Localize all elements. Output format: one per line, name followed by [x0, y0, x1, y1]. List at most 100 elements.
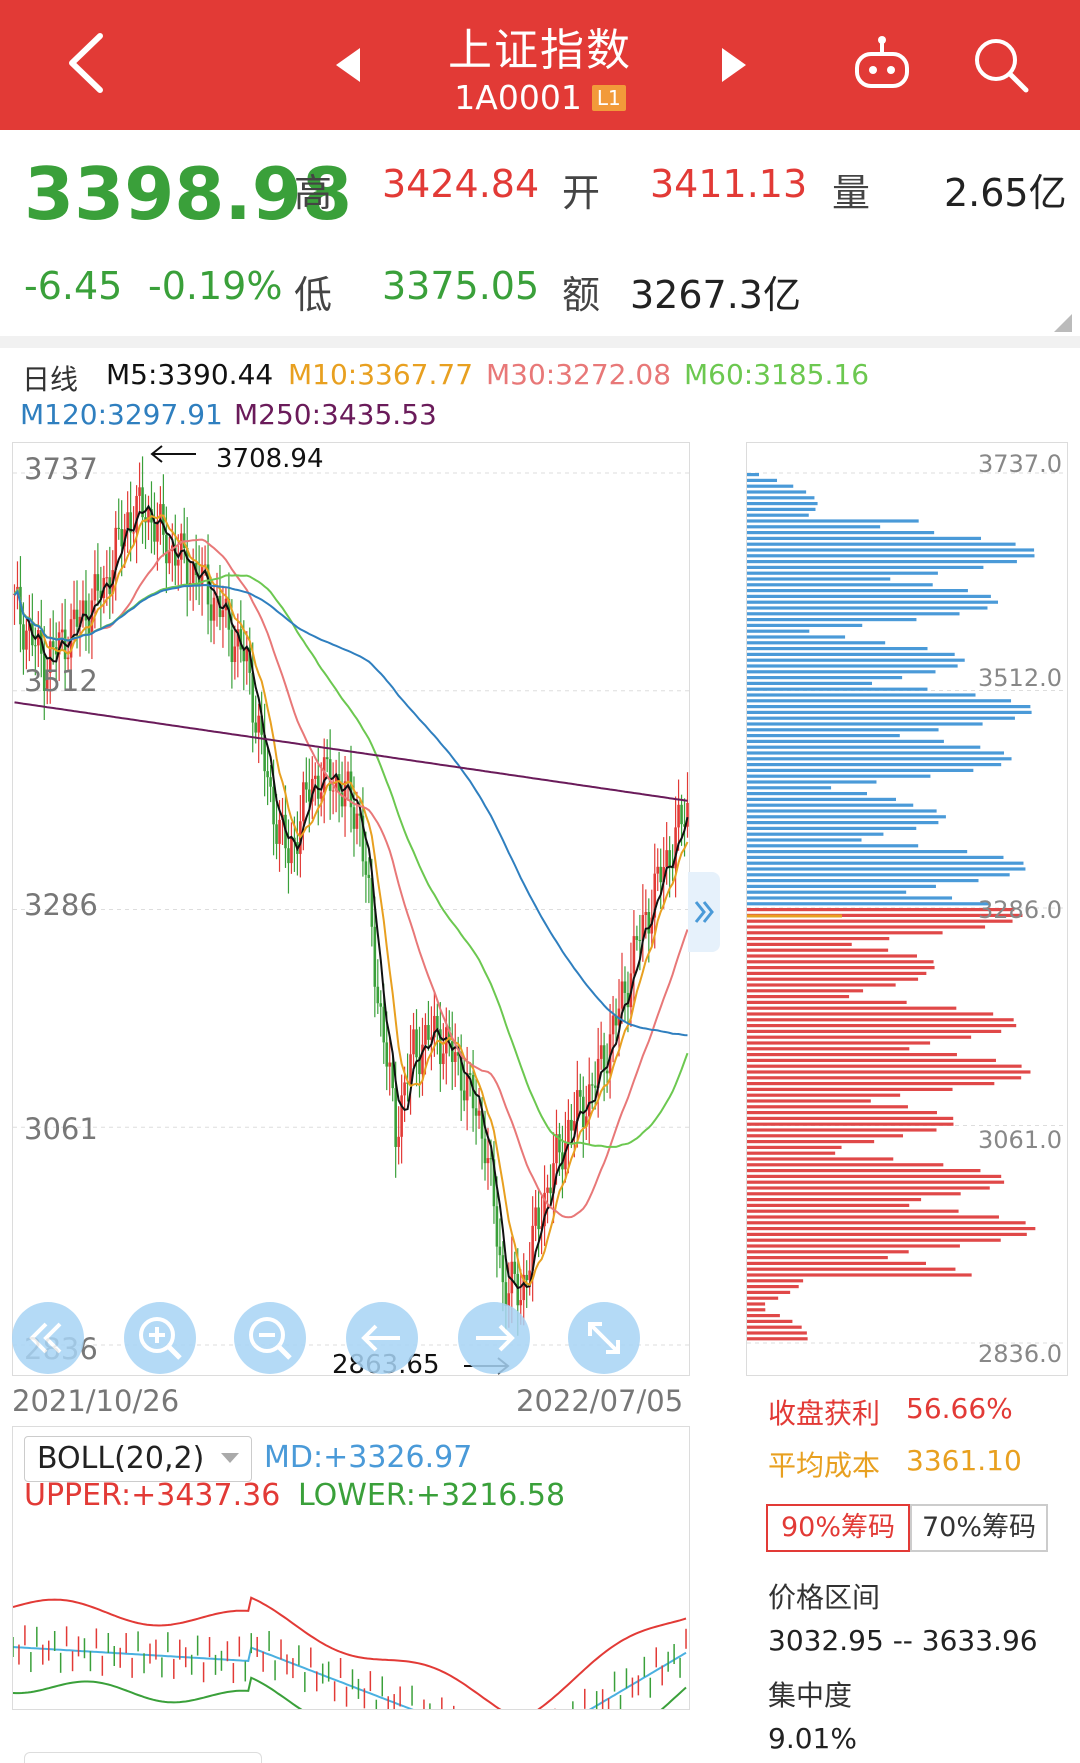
candle-body	[528, 1270, 531, 1281]
candle-body	[439, 1029, 442, 1065]
candle-body	[203, 564, 207, 566]
boll-lower-line	[13, 1676, 687, 1709]
chip-bar	[747, 989, 864, 993]
zoom-in-button[interactable]	[124, 1302, 196, 1374]
candle-body	[486, 1158, 490, 1164]
candle-body	[251, 672, 255, 723]
indicator-selector-label: BOLL(20,2)	[37, 1441, 205, 1476]
candle-body	[635, 936, 639, 940]
chip-bar	[747, 739, 944, 743]
chip-bar	[747, 844, 919, 848]
candle-body	[221, 610, 225, 617]
candle-body	[385, 1042, 389, 1067]
y-label-3737: 3737	[24, 452, 98, 486]
fullscreen-button[interactable]	[568, 1302, 640, 1374]
back-arrow-icon[interactable]	[64, 32, 108, 94]
kline-chart[interactable]	[12, 442, 690, 1376]
chip-bar	[747, 913, 1023, 917]
avg-cost-value: 3361.10	[906, 1444, 1022, 1477]
chip-bar	[747, 1006, 957, 1010]
candle-body	[647, 912, 651, 934]
chip-bar	[747, 931, 943, 935]
chip-bar	[747, 1331, 807, 1335]
chip-bar	[747, 1261, 926, 1265]
chip-bar	[747, 983, 896, 987]
candle-body	[349, 771, 353, 808]
boll-canvas	[13, 1596, 687, 1709]
tab-90-chips[interactable]: 90%筹码	[766, 1504, 910, 1552]
candle-body	[516, 1273, 520, 1306]
candle-body	[447, 1027, 451, 1042]
chip-bar	[747, 792, 867, 796]
candle-body	[537, 1207, 540, 1230]
candle-body	[117, 527, 121, 530]
candle-body	[611, 1015, 615, 1035]
concentration-label: 集中度	[768, 1679, 853, 1712]
high-annotation: 3708.94	[216, 444, 324, 474]
pan-left-button[interactable]	[346, 1302, 418, 1374]
chip-bar	[747, 890, 907, 894]
candle-body	[427, 1025, 430, 1040]
stock-code: 1A0001	[454, 78, 582, 117]
candle-body	[310, 778, 314, 802]
chip-bar	[747, 1238, 1001, 1242]
chip-bar	[747, 554, 1035, 558]
chip-bar	[747, 1111, 937, 1115]
candle-body	[483, 1138, 487, 1164]
candle-body	[168, 551, 171, 564]
open-label: 开	[562, 171, 601, 215]
y-label-3286: 3286	[24, 888, 98, 922]
ma10-line	[13, 514, 689, 1287]
chip-bar	[747, 681, 873, 685]
kline-canvas[interactable]	[13, 443, 689, 1375]
chip-bar	[747, 763, 1002, 767]
candle-body	[156, 521, 159, 542]
period-label[interactable]: 日线	[22, 363, 79, 396]
candle-body	[159, 504, 162, 522]
chip-bar	[747, 548, 1035, 552]
zoom-out-button[interactable]	[234, 1302, 306, 1374]
candle-body	[28, 623, 31, 631]
candle-body	[191, 563, 195, 583]
chip-label-3512: 3512.0	[978, 664, 1062, 692]
tab-70-chips[interactable]: 70%筹码	[910, 1504, 1048, 1552]
pan-right-button[interactable]	[458, 1302, 530, 1374]
next-arrow-icon[interactable]	[720, 48, 746, 82]
candle-body	[305, 782, 308, 790]
price-change-pct: -0.19%	[148, 264, 283, 308]
candle-body	[489, 1158, 493, 1160]
volume-label: 量	[832, 171, 871, 215]
candle-body	[248, 647, 252, 673]
candle-body	[659, 866, 663, 883]
candle-body	[290, 837, 293, 864]
chip-bar	[747, 710, 1032, 714]
corner-expand-icon[interactable]	[1054, 314, 1072, 332]
chip-bar	[747, 1169, 981, 1173]
candle-body	[319, 792, 323, 799]
chip-bar	[747, 629, 810, 633]
scroll-start-button[interactable]	[12, 1302, 84, 1374]
candle-body	[179, 533, 183, 560]
candle-body	[382, 1006, 386, 1043]
chip-bar	[747, 873, 1010, 877]
prev-arrow-icon[interactable]	[336, 48, 362, 82]
chip-label-3737: 3737.0	[978, 450, 1062, 478]
candle-body	[72, 609, 76, 620]
candle-body	[644, 912, 648, 916]
chip-bar	[747, 652, 955, 656]
candle-body	[209, 604, 213, 621]
chip-bar	[747, 1053, 957, 1057]
candle-body	[593, 1085, 597, 1088]
chip-bar	[747, 507, 816, 511]
expand-panel-button[interactable]	[688, 872, 720, 952]
chip-bar	[747, 1157, 894, 1161]
candle-body	[66, 657, 70, 660]
candle-body	[579, 1090, 582, 1097]
candle-body	[355, 813, 359, 829]
robot-icon[interactable]	[852, 34, 912, 94]
candle-body	[272, 786, 275, 825]
indicator-selector[interactable]: BOLL(20,2)	[24, 1436, 252, 1482]
chip-bar	[747, 606, 988, 610]
search-icon[interactable]	[972, 36, 1030, 94]
candle-body	[570, 1119, 573, 1131]
